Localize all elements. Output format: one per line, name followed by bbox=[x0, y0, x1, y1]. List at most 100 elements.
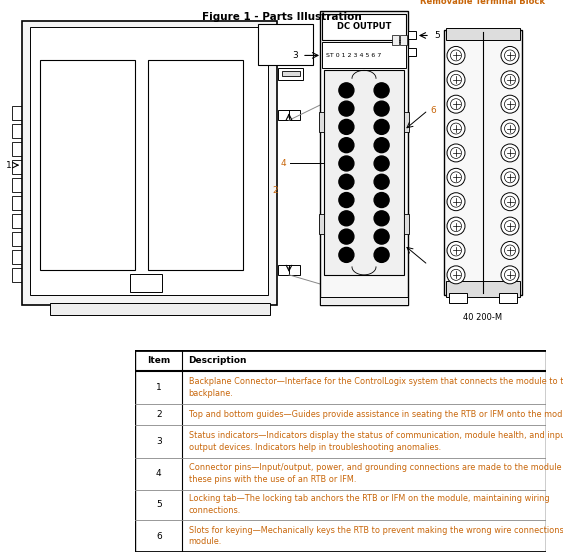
Text: Figure 1 - Parts Illustration: Figure 1 - Parts Illustration bbox=[202, 12, 361, 22]
Text: 5: 5 bbox=[156, 501, 162, 509]
Bar bbox=[404, 214, 409, 234]
Circle shape bbox=[374, 83, 389, 98]
Bar bbox=[12, 214, 22, 228]
Text: Status indicators—Indicators display the status of communication, module health,: Status indicators—Indicators display the… bbox=[189, 431, 563, 452]
Bar bbox=[40, 60, 135, 270]
Circle shape bbox=[450, 269, 462, 280]
Circle shape bbox=[374, 156, 389, 171]
Circle shape bbox=[504, 196, 516, 207]
Circle shape bbox=[450, 50, 462, 61]
Bar bbox=[12, 196, 22, 210]
Circle shape bbox=[339, 156, 354, 171]
Circle shape bbox=[339, 119, 354, 134]
Bar bbox=[324, 70, 404, 275]
Text: 3: 3 bbox=[156, 437, 162, 446]
Bar bbox=[408, 48, 416, 57]
Text: 4: 4 bbox=[280, 159, 286, 168]
Bar bbox=[400, 36, 407, 46]
Text: Removable Terminal Block: Removable Terminal Block bbox=[421, 0, 546, 6]
Text: 3: 3 bbox=[292, 51, 298, 60]
Text: Backplane Connector—Interface for the ControlLogix system that connects the modu: Backplane Connector—Interface for the Co… bbox=[189, 377, 563, 398]
Circle shape bbox=[450, 220, 462, 231]
Circle shape bbox=[504, 245, 516, 256]
Text: Slots for keying—Mechanically keys the RTB to prevent making the wrong wire conn: Slots for keying—Mechanically keys the R… bbox=[189, 526, 563, 547]
Circle shape bbox=[374, 138, 389, 153]
Bar bbox=[12, 178, 22, 192]
Circle shape bbox=[450, 99, 462, 110]
Bar bbox=[449, 293, 467, 303]
Text: Description: Description bbox=[189, 356, 247, 365]
Text: 1: 1 bbox=[156, 383, 162, 392]
Circle shape bbox=[447, 71, 465, 89]
Text: 2: 2 bbox=[272, 185, 278, 195]
Circle shape bbox=[339, 193, 354, 208]
Circle shape bbox=[447, 119, 465, 138]
Text: 1: 1 bbox=[6, 160, 12, 170]
Circle shape bbox=[339, 138, 354, 153]
Text: Item: Item bbox=[147, 356, 171, 365]
Bar bbox=[322, 13, 406, 41]
Circle shape bbox=[450, 172, 462, 183]
Bar bbox=[446, 28, 520, 41]
Circle shape bbox=[501, 168, 519, 186]
Circle shape bbox=[504, 269, 516, 280]
Circle shape bbox=[339, 83, 354, 98]
Circle shape bbox=[447, 47, 465, 64]
Bar bbox=[499, 293, 517, 303]
Circle shape bbox=[374, 119, 389, 134]
Bar bbox=[130, 274, 162, 292]
Circle shape bbox=[374, 248, 389, 263]
Circle shape bbox=[374, 229, 389, 244]
Bar bbox=[320, 297, 408, 305]
Bar bbox=[404, 112, 409, 132]
Circle shape bbox=[450, 196, 462, 207]
Text: 6: 6 bbox=[156, 532, 162, 541]
Bar bbox=[278, 68, 303, 80]
Bar bbox=[258, 23, 313, 65]
Bar bbox=[12, 107, 22, 120]
Text: 4: 4 bbox=[156, 469, 162, 478]
Circle shape bbox=[501, 193, 519, 211]
Circle shape bbox=[339, 101, 354, 116]
Circle shape bbox=[504, 172, 516, 183]
Circle shape bbox=[501, 71, 519, 89]
Circle shape bbox=[450, 148, 462, 158]
Circle shape bbox=[339, 174, 354, 189]
Bar bbox=[12, 124, 22, 138]
Circle shape bbox=[374, 101, 389, 116]
Text: Top and bottom guides—Guides provide assistance in seating the RTB or IFM onto t: Top and bottom guides—Guides provide ass… bbox=[189, 410, 563, 419]
Bar bbox=[408, 32, 416, 39]
Circle shape bbox=[504, 148, 516, 158]
Bar bbox=[12, 232, 22, 246]
Bar bbox=[320, 11, 408, 305]
Bar bbox=[12, 268, 22, 282]
Circle shape bbox=[447, 193, 465, 211]
Bar bbox=[50, 303, 270, 315]
Circle shape bbox=[501, 266, 519, 284]
Circle shape bbox=[447, 241, 465, 259]
Text: Locking tab—The locking tab anchors the RTB or IFM on the module, maintaining wi: Locking tab—The locking tab anchors the … bbox=[189, 495, 549, 515]
Circle shape bbox=[501, 144, 519, 162]
Bar bbox=[278, 265, 300, 275]
Circle shape bbox=[504, 123, 516, 134]
Circle shape bbox=[447, 168, 465, 186]
Bar bbox=[22, 21, 277, 305]
Circle shape bbox=[501, 119, 519, 138]
Circle shape bbox=[447, 95, 465, 113]
Circle shape bbox=[339, 248, 354, 263]
Circle shape bbox=[339, 211, 354, 226]
Text: 5: 5 bbox=[434, 31, 440, 40]
Circle shape bbox=[450, 74, 462, 85]
Bar bbox=[30, 28, 268, 295]
Circle shape bbox=[447, 217, 465, 235]
Circle shape bbox=[374, 193, 389, 208]
Text: 40 200-M: 40 200-M bbox=[463, 313, 503, 322]
Bar bbox=[282, 72, 300, 77]
Circle shape bbox=[374, 174, 389, 189]
Circle shape bbox=[504, 99, 516, 110]
Circle shape bbox=[447, 266, 465, 284]
Circle shape bbox=[450, 123, 462, 134]
Text: 2: 2 bbox=[156, 410, 162, 419]
Bar bbox=[322, 42, 406, 68]
Bar bbox=[278, 110, 300, 120]
